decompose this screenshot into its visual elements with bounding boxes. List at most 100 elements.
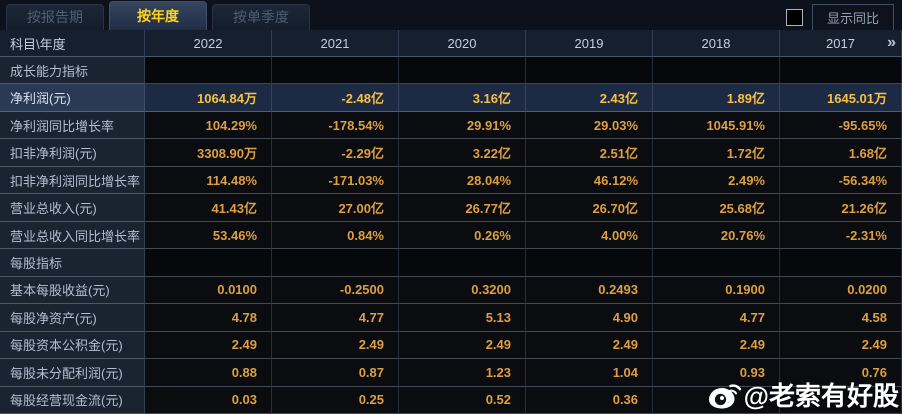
table-cell: -2.31% xyxy=(780,221,902,250)
table-cell: 21.26亿 xyxy=(780,194,902,222)
table-cell: -0.2500 xyxy=(272,276,399,305)
table-cell: 2.49 xyxy=(272,331,399,360)
table-cell: 114.48% xyxy=(145,166,272,195)
table-cell: 0.87 xyxy=(272,359,399,387)
table-cell: 3308.90万 xyxy=(145,139,272,167)
year-header-2022: 2022 xyxy=(145,30,272,57)
row-label: 每股指标 xyxy=(0,249,145,277)
table-cell xyxy=(272,249,399,277)
table-cell: 1.89亿 xyxy=(653,84,780,112)
table-cell: 4.00% xyxy=(526,221,653,250)
table-cell: 0.03 xyxy=(145,386,272,414)
table-cell: 1.72亿 xyxy=(653,139,780,167)
table-cell: 0.36 xyxy=(526,386,653,414)
table-cell: 41.43亿 xyxy=(145,194,272,222)
table-cell: 1.68亿 xyxy=(780,139,902,167)
table-cell: 0.52 xyxy=(399,386,526,414)
row-label: 营业总收入(元) xyxy=(0,194,145,222)
show-yoy-checkbox[interactable] xyxy=(785,9,803,26)
table-row[interactable]: 扣非净利润(元) 3308.90万 -2.29亿 3.22亿 2.51亿 1.7… xyxy=(0,139,902,167)
table-cell: 0.3200 xyxy=(399,276,526,305)
table-cell: 0.25 xyxy=(272,386,399,414)
table-cell: 0.0100 xyxy=(145,276,272,305)
table-cell: -2.29亿 xyxy=(272,139,399,167)
row-label: 净利润同比增长率 xyxy=(0,111,145,140)
table-row[interactable]: 营业总收入同比增长率 53.46% 0.84% 0.26% 4.00% 20.7… xyxy=(0,221,902,250)
year-header-2021: 2021 xyxy=(272,30,399,57)
table-cell: 28.04% xyxy=(399,166,526,195)
table-cell: 4.58 xyxy=(780,304,902,332)
table-cell: 2.43亿 xyxy=(526,84,653,112)
year-header-2019: 2019 xyxy=(526,30,653,57)
table-row[interactable]: 基本每股收益(元) 0.0100 -0.2500 0.3200 0.2493 0… xyxy=(0,276,902,305)
table-cell xyxy=(653,57,780,85)
table-cell: 27.00亿 xyxy=(272,194,399,222)
table-cell: 1064.84万 xyxy=(145,84,272,112)
table-row[interactable]: 每股经营现金流(元) 0.03 0.25 0.52 0.36 xyxy=(0,386,902,414)
table-cell: 1645.01万 xyxy=(780,84,902,112)
table-cell: 0.76 xyxy=(780,359,902,387)
table-cell xyxy=(526,249,653,277)
table-cell: -95.65% xyxy=(780,111,902,140)
table-cell xyxy=(653,386,780,414)
table-cell: 4.77 xyxy=(272,304,399,332)
table-cell: 2.49 xyxy=(780,331,902,360)
table-cell xyxy=(272,57,399,85)
table-row[interactable]: 净利润同比增长率 104.29% -178.54% 29.91% 29.03% … xyxy=(0,111,902,140)
financial-table: 科目\年度 2022 2021 2020 2019 2018 2017 » 成长… xyxy=(0,30,902,414)
table-row[interactable]: 成长能力指标 xyxy=(0,57,902,85)
table-row[interactable]: 每股净资产(元) 4.78 4.77 5.13 4.90 4.77 4.58 xyxy=(0,304,902,332)
table-row[interactable]: 每股指标 xyxy=(0,249,902,277)
table-cell: 2.51亿 xyxy=(526,139,653,167)
table-cell xyxy=(653,249,780,277)
table-cell: 1045.91% xyxy=(653,111,780,140)
table-cell: 2.49 xyxy=(399,331,526,360)
row-label: 净利润(元) xyxy=(0,84,145,112)
row-label: 成长能力指标 xyxy=(0,57,145,85)
table-cell: 1.23 xyxy=(399,359,526,387)
table-cell: 2.49 xyxy=(526,331,653,360)
table-cell xyxy=(780,249,902,277)
table-cell: 0.26% xyxy=(399,221,526,250)
table-cell: -2.48亿 xyxy=(272,84,399,112)
table-cell: -171.03% xyxy=(272,166,399,195)
year-header-2017: 2017 » xyxy=(780,30,902,57)
show-yoy-label[interactable]: 显示同比 xyxy=(811,4,894,31)
table-row[interactable]: 净利润(元) 1064.84万 -2.48亿 3.16亿 2.43亿 1.89亿… xyxy=(0,84,902,112)
table-cell: 29.03% xyxy=(526,111,653,140)
table-cell: 3.16亿 xyxy=(399,84,526,112)
more-years-chevron-icon[interactable]: » xyxy=(887,34,896,51)
table-row[interactable]: 每股资本公积金(元) 2.49 2.49 2.49 2.49 2.49 2.49 xyxy=(0,331,902,360)
table-cell: 0.0200 xyxy=(780,276,902,305)
table-cell: 0.2493 xyxy=(526,276,653,305)
table-cell: 25.68亿 xyxy=(653,194,780,222)
table-row[interactable]: 扣非净利润同比增长率 114.48% -171.03% 28.04% 46.12… xyxy=(0,166,902,195)
table-cell: 104.29% xyxy=(145,111,272,140)
table-cell: 29.91% xyxy=(399,111,526,140)
table-cell: 3.22亿 xyxy=(399,139,526,167)
tab-by-report-period[interactable]: 按报告期 xyxy=(6,4,104,30)
table-row[interactable]: 营业总收入(元) 41.43亿 27.00亿 26.77亿 26.70亿 25.… xyxy=(0,194,902,222)
table-header-row: 科目\年度 2022 2021 2020 2019 2018 2017 » xyxy=(0,30,902,57)
table-cell: 1.04 xyxy=(526,359,653,387)
table-cell xyxy=(399,57,526,85)
table-cell: 2.49 xyxy=(145,331,272,360)
table-cell: -178.54% xyxy=(272,111,399,140)
table-cell xyxy=(399,249,526,277)
table-row[interactable]: 每股未分配利润(元) 0.88 0.87 1.23 1.04 0.93 0.76 xyxy=(0,359,902,387)
table-cell: 2.49 xyxy=(653,331,780,360)
table-cell xyxy=(145,57,272,85)
tab-by-year[interactable]: 按年度 xyxy=(109,1,207,30)
table-body: 成长能力指标 净利润(元) 1064.84万 -2.48亿 3.16亿 2.43… xyxy=(0,57,902,414)
tab-bar: 按报告期 按年度 按单季度 显示同比 xyxy=(0,0,902,31)
row-label: 扣非净利润(元) xyxy=(0,139,145,167)
table-cell: -56.34% xyxy=(780,166,902,195)
tab-by-quarter[interactable]: 按单季度 xyxy=(212,4,310,30)
table-cell: 0.1900 xyxy=(653,276,780,305)
row-label: 每股未分配利润(元) xyxy=(0,359,145,387)
table-cell xyxy=(145,249,272,277)
table-cell: 20.76% xyxy=(653,221,780,250)
year-header-2017-label: 2017 xyxy=(826,35,855,51)
table-cell: 26.70亿 xyxy=(526,194,653,222)
